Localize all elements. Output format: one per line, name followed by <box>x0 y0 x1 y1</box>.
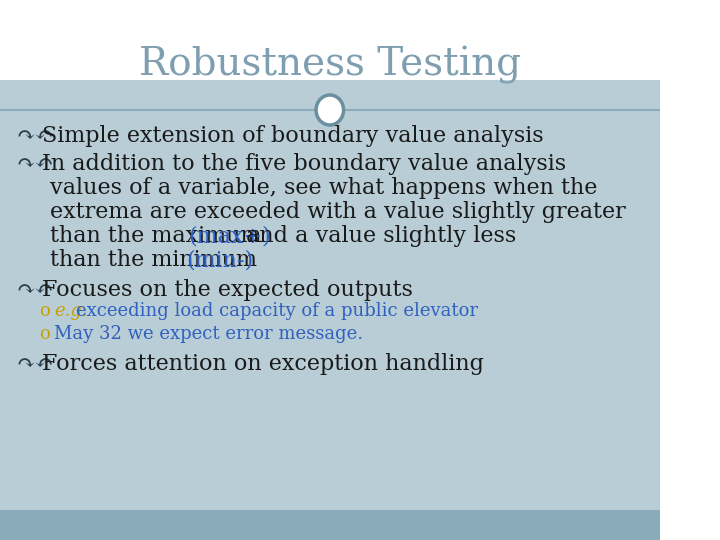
Text: and a value slightly less: and a value slightly less <box>239 225 516 247</box>
Text: ↷↶: ↷↶ <box>17 153 54 175</box>
Text: (min-): (min-) <box>186 249 253 271</box>
FancyBboxPatch shape <box>0 0 660 110</box>
Text: extrema are exceeded with a value slightly greater: extrema are exceeded with a value slight… <box>50 201 626 223</box>
Text: Simple extension of boundary value analysis: Simple extension of boundary value analy… <box>42 125 544 147</box>
Text: o: o <box>40 325 50 343</box>
Text: ↷↶: ↷↶ <box>17 279 54 301</box>
Text: ↷↶: ↷↶ <box>17 353 54 375</box>
Text: In addition to the five boundary value analysis: In addition to the five boundary value a… <box>42 153 566 175</box>
Text: than the maximum: than the maximum <box>50 225 269 247</box>
Text: o: o <box>40 302 50 320</box>
Text: than the minimum: than the minimum <box>50 249 264 271</box>
FancyBboxPatch shape <box>0 80 660 510</box>
Circle shape <box>316 95 343 125</box>
Text: Focuses on the expected outputs: Focuses on the expected outputs <box>42 279 413 301</box>
FancyBboxPatch shape <box>0 510 660 540</box>
Text: Forces attention on exception handling: Forces attention on exception handling <box>42 353 484 375</box>
Text: values of a variable, see what happens when the: values of a variable, see what happens w… <box>50 177 598 199</box>
Text: (max+): (max+) <box>189 225 271 247</box>
Text: May 32 we expect error message.: May 32 we expect error message. <box>54 325 363 343</box>
Text: e.g.: e.g. <box>54 302 88 320</box>
Text: exceeding load capacity of a public elevator: exceeding load capacity of a public elev… <box>76 302 478 320</box>
Text: ↷↶: ↷↶ <box>17 125 54 147</box>
Text: Robustness Testing: Robustness Testing <box>139 46 521 84</box>
